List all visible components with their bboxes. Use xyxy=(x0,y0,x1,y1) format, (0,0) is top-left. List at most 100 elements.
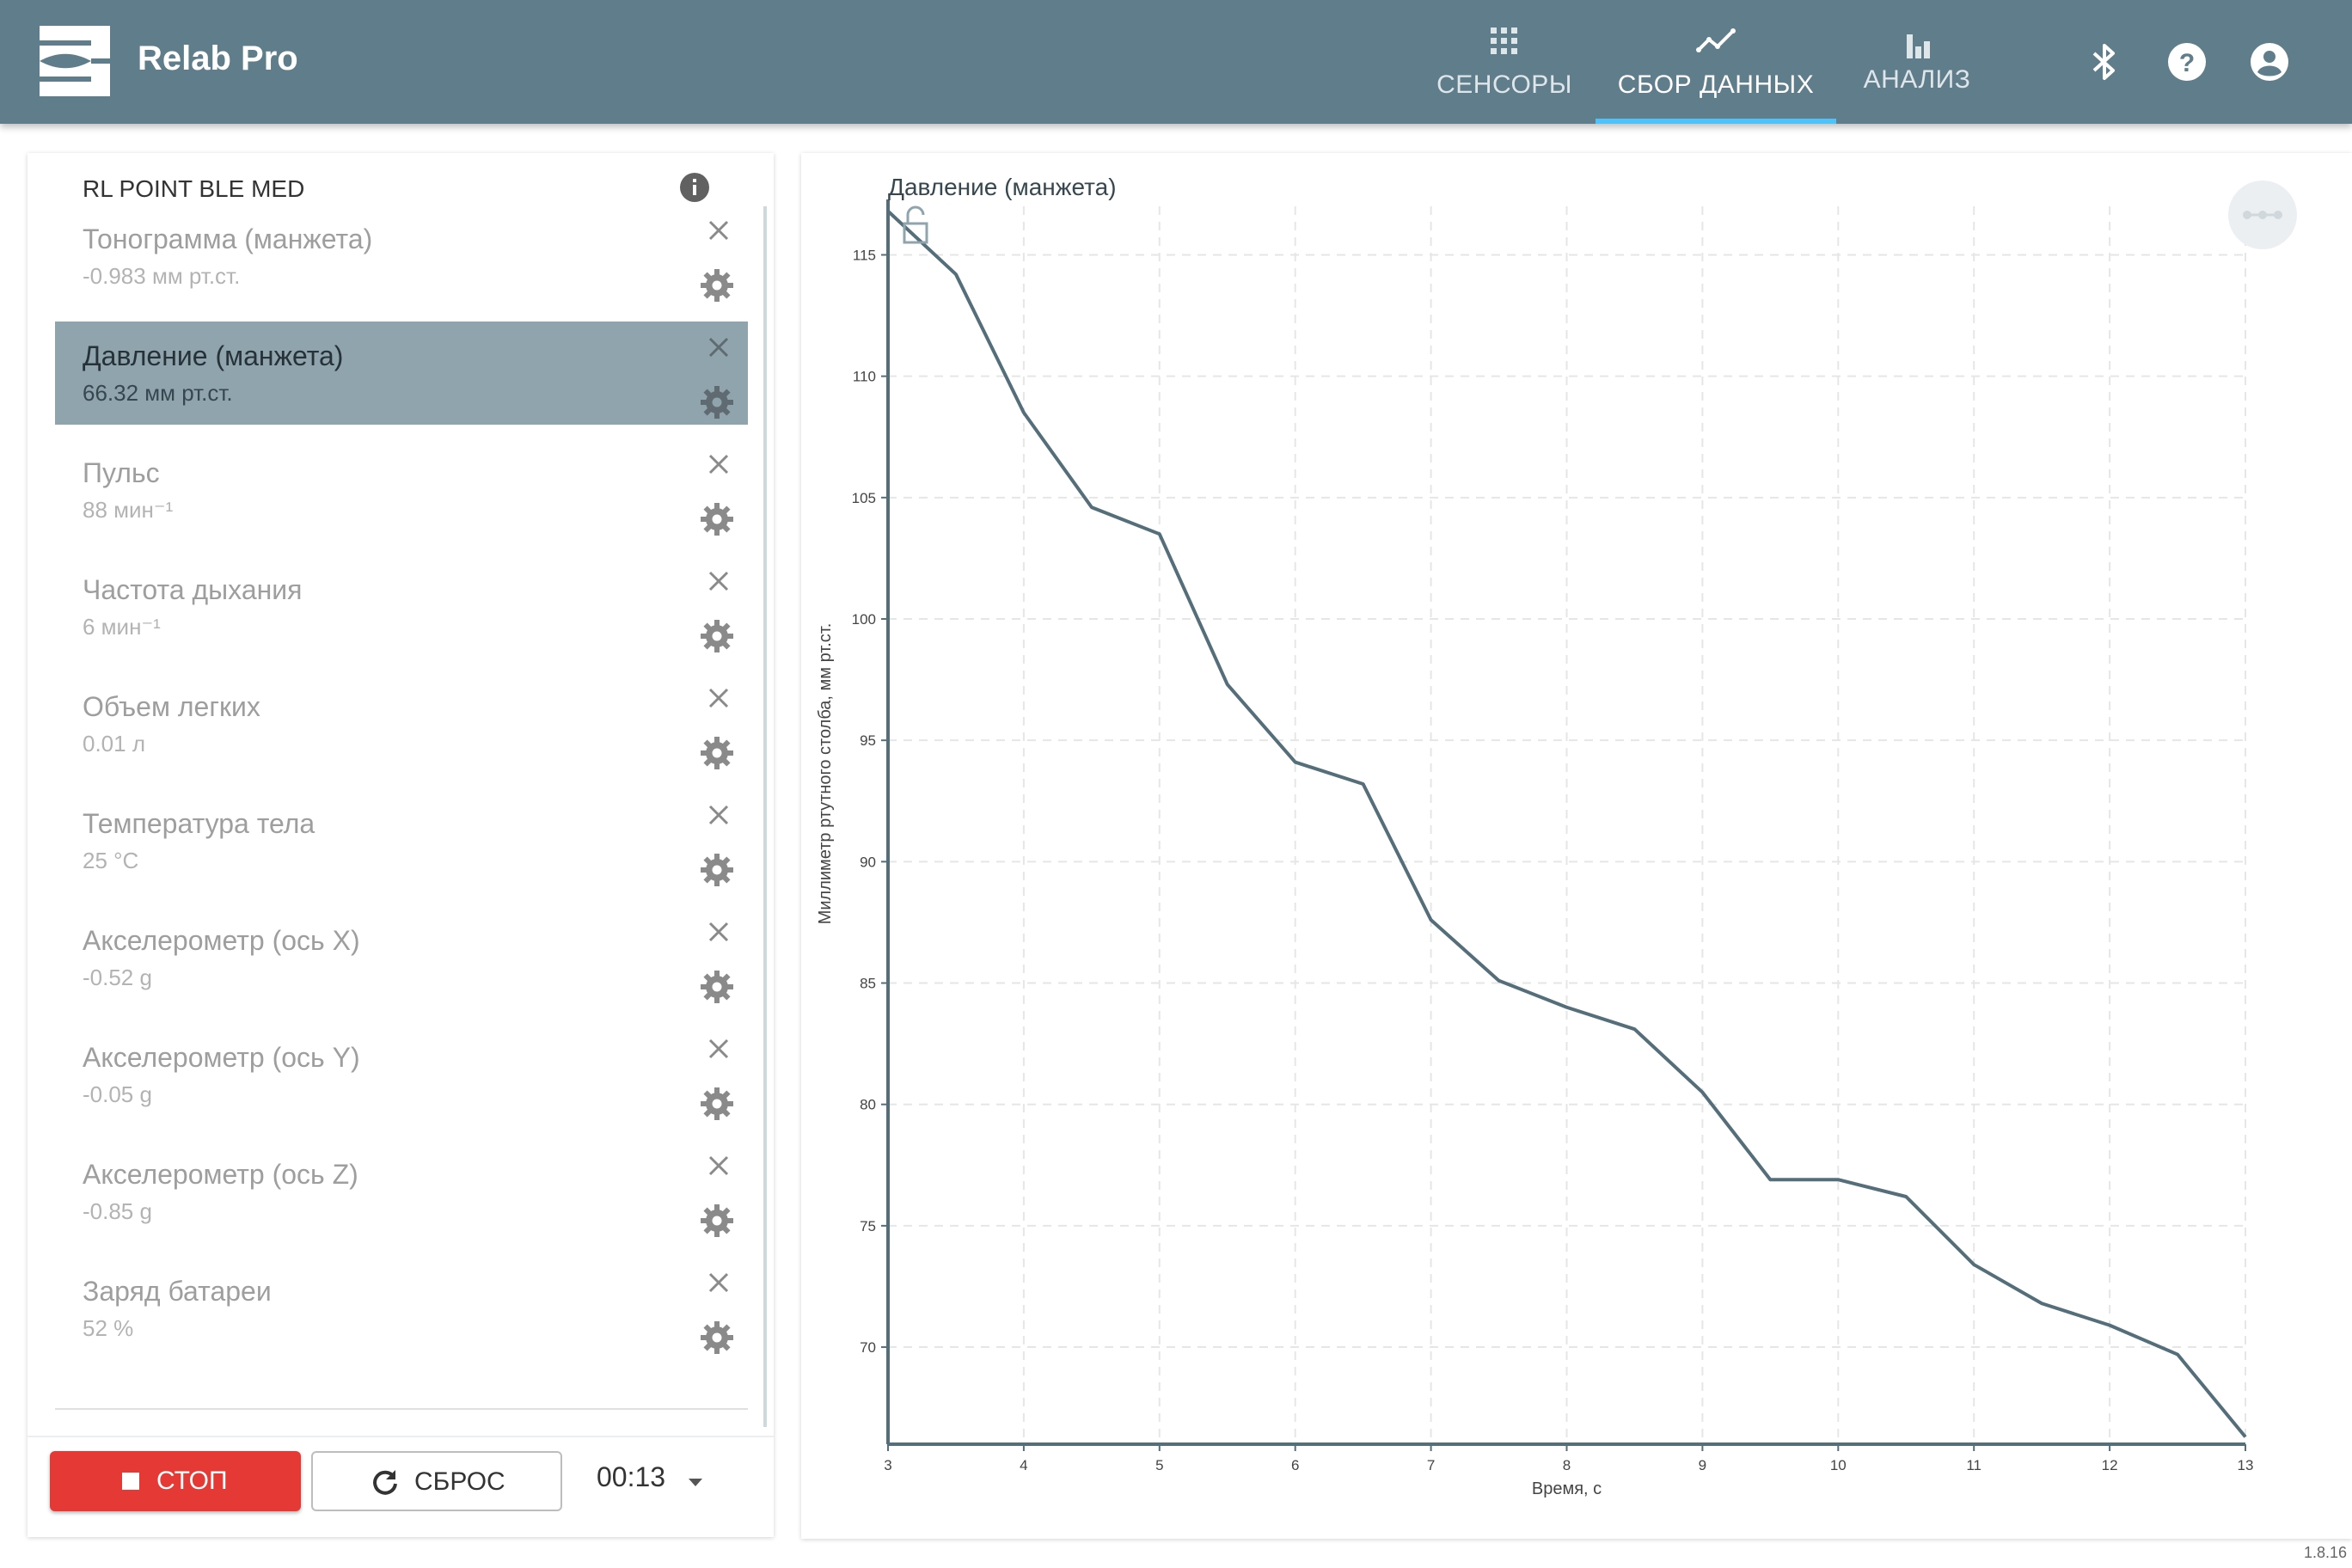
series-line xyxy=(886,210,2247,1438)
x-tick-label: 9 xyxy=(1699,1457,1706,1473)
tab-sensors-label: СЕНСОРЫ xyxy=(1436,70,1572,99)
sensor-name: Акселерометр (ось X) xyxy=(83,925,360,956)
bluetooth-icon[interactable] xyxy=(2080,38,2128,86)
x-tick-label: 7 xyxy=(1427,1457,1435,1473)
stop-button[interactable]: СТОП xyxy=(50,1451,301,1511)
sensor-panel: RL POINT BLE MED Тонограмма (манжета) -0… xyxy=(28,153,774,1537)
device-name: RL POINT BLE MED xyxy=(83,175,305,202)
stop-icon xyxy=(122,1473,139,1490)
sensor-name: Акселерометр (ось Y) xyxy=(83,1042,360,1073)
version-label: 1.8.16 xyxy=(2304,1544,2348,1561)
stop-button-label: СТОП xyxy=(156,1467,228,1495)
controls-divider xyxy=(28,1436,774,1437)
sensor-item-cuff-pressure[interactable]: Давление (манжета) 66.32 мм рт.ст. xyxy=(55,322,748,425)
sensor-value: -0.05 g xyxy=(83,1081,152,1107)
x-tick-label: 8 xyxy=(1563,1457,1571,1473)
sensor-name: Давление (манжета) xyxy=(83,340,344,371)
x-tick-label: 5 xyxy=(1155,1457,1163,1473)
timer-display: 00:13 xyxy=(597,1461,666,1492)
chart-panel: 3 4 5 6 7 8 9 10 11 12 13 70 75 80 85 90 95 100 105 110 115 Д… xyxy=(801,153,2352,1539)
gear-icon[interactable] xyxy=(698,266,736,304)
sensor-value: 25 °C xyxy=(83,848,139,873)
svg-text:?: ? xyxy=(2179,49,2195,77)
y-tick-label: 110 xyxy=(853,369,876,385)
trend-icon xyxy=(1696,28,1736,52)
close-icon[interactable] xyxy=(701,798,736,832)
close-icon[interactable] xyxy=(701,1148,736,1183)
close-icon[interactable] xyxy=(701,681,736,715)
sensor-item-battery[interactable]: Заряд батареи 52 % xyxy=(55,1257,748,1360)
unlock-icon[interactable] xyxy=(903,205,928,244)
x-tick-label: 11 xyxy=(1966,1457,1981,1473)
grid-icon xyxy=(1491,28,1517,54)
y-tick-label: 115 xyxy=(853,247,876,263)
gear-icon[interactable] xyxy=(698,617,736,655)
close-icon[interactable] xyxy=(701,1265,736,1300)
y-axis-label: Миллиметр ртутного столба, мм рт.ст. xyxy=(816,623,835,925)
app-title: Relab Pro xyxy=(138,40,298,77)
x-tick-label: 10 xyxy=(1830,1457,1847,1473)
reset-button[interactable]: СБРОС xyxy=(311,1451,562,1511)
sensor-item-accelerometer-z[interactable]: Акселерометр (ось Z) -0.85 g xyxy=(55,1140,748,1243)
x-tick-label: 4 xyxy=(1020,1457,1027,1473)
sensor-name: Температура тела xyxy=(83,808,315,839)
top-app-bar: Relab Pro СЕНСОРЫ СБОР ДАННЫХ АНАЛИЗ xyxy=(0,0,2352,124)
sensor-name: Заряд батареи xyxy=(83,1276,272,1307)
y-tick-label: 105 xyxy=(852,490,876,506)
tab-data-collection-label: СБОР ДАННЫХ xyxy=(1617,70,1815,99)
scrollbar[interactable] xyxy=(763,206,767,1427)
close-icon[interactable] xyxy=(701,1032,736,1066)
account-icon[interactable] xyxy=(2245,38,2294,86)
help-icon[interactable]: ? xyxy=(2163,38,2211,86)
chevron-down-icon[interactable] xyxy=(684,1472,707,1494)
sensor-item-respiration-rate[interactable]: Частота дыхания 6 мин⁻¹ xyxy=(55,555,748,658)
y-tick-label: 75 xyxy=(860,1218,876,1234)
sensor-value: -0.983 мм рт.ст. xyxy=(83,263,241,289)
info-icon[interactable] xyxy=(679,172,710,203)
tab-analysis-label: АНАЛИЗ xyxy=(1863,65,1971,94)
gear-icon[interactable] xyxy=(698,968,736,1006)
gear-icon[interactable] xyxy=(698,1319,736,1357)
sensor-value: 66.32 мм рт.ст. xyxy=(83,380,233,406)
sensor-item-accelerometer-x[interactable]: Акселерометр (ось X) -0.52 g xyxy=(55,906,748,1009)
line-chart[interactable]: 3 4 5 6 7 8 9 10 11 12 13 70 75 80 85 90 95 100 105 110 115 Д… xyxy=(801,153,2352,1539)
gear-icon[interactable] xyxy=(698,851,736,889)
sensor-value: -0.85 g xyxy=(83,1198,152,1224)
tab-analysis[interactable]: АНАЛИЗ xyxy=(1848,0,1986,124)
reset-button-label: СБРОС xyxy=(414,1467,505,1496)
x-tick-label: 6 xyxy=(1291,1457,1299,1473)
gear-icon[interactable] xyxy=(698,1202,736,1240)
close-icon[interactable] xyxy=(701,915,736,949)
gear-icon[interactable] xyxy=(698,1085,736,1123)
close-icon[interactable] xyxy=(701,564,736,598)
sensor-item-pulse[interactable]: Пульс 88 мин⁻¹ xyxy=(55,438,748,542)
y-tick-label: 90 xyxy=(860,854,876,870)
y-tick-label: 70 xyxy=(860,1339,876,1356)
relab-logo-icon xyxy=(40,26,110,96)
tab-data-collection[interactable]: СБОР ДАННЫХ xyxy=(1596,0,1836,124)
chart-options-button[interactable] xyxy=(2228,181,2297,249)
y-tick-label: 80 xyxy=(860,1097,876,1113)
y-tick-label: 100 xyxy=(852,611,876,628)
sensor-name: Объем легких xyxy=(83,691,260,722)
close-icon[interactable] xyxy=(701,330,736,364)
tab-sensors[interactable]: СЕНСОРЫ xyxy=(1427,0,1582,124)
x-tick-label: 13 xyxy=(2238,1457,2254,1473)
refresh-icon xyxy=(373,1470,397,1495)
gear-icon[interactable] xyxy=(698,734,736,772)
close-icon[interactable] xyxy=(701,213,736,248)
sensor-item-accelerometer-y[interactable]: Акселерометр (ось Y) -0.05 g xyxy=(55,1023,748,1126)
gear-icon[interactable] xyxy=(698,500,736,538)
sensor-item-lung-volume[interactable]: Объем легких 0.01 л xyxy=(55,672,748,775)
sensor-name: Акселерометр (ось Z) xyxy=(83,1159,358,1190)
close-icon[interactable] xyxy=(701,447,736,481)
sensor-value: 0.01 л xyxy=(83,731,145,756)
sensor-item-body-temperature[interactable]: Температура тела 25 °C xyxy=(55,789,748,892)
sensor-value: 88 мин⁻¹ xyxy=(83,497,174,523)
x-tick-label: 3 xyxy=(884,1457,891,1473)
y-tick-label: 95 xyxy=(860,732,876,749)
gear-icon[interactable] xyxy=(698,383,736,421)
sensor-item-tonogram[interactable]: Тонограмма (манжета) -0.983 мм рт.ст. xyxy=(55,205,748,308)
sensor-name: Тонограмма (манжета) xyxy=(83,224,373,254)
sensor-value: 6 мин⁻¹ xyxy=(83,614,161,640)
